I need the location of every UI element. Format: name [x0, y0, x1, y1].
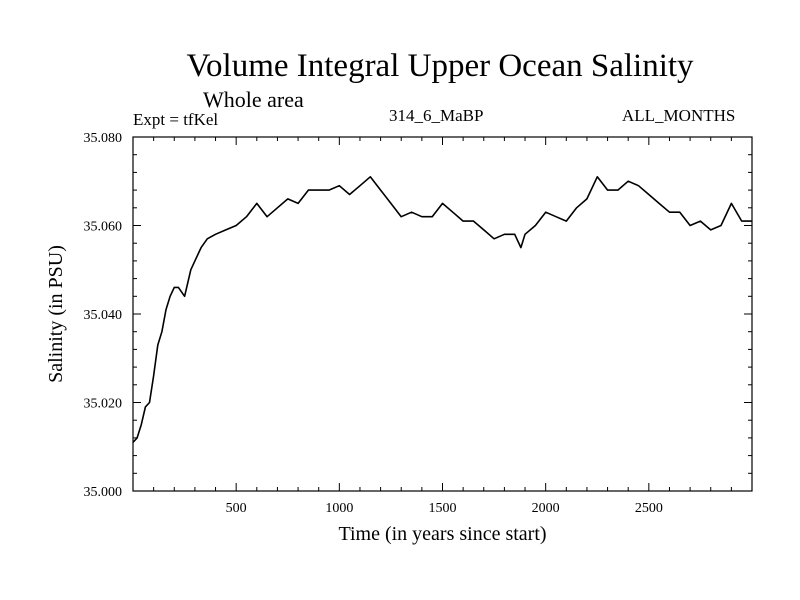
y-tick-label: 35.080 — [84, 131, 123, 146]
plot-border — [132, 136, 753, 492]
y-tick-label: 35.000 — [84, 485, 123, 500]
y-tick-label: 35.060 — [84, 220, 123, 235]
x-tick-label: 500 — [226, 501, 247, 516]
months-label: ALL_MONTHS — [622, 106, 736, 125]
run-id-label: 314_6_MaBP — [389, 106, 484, 125]
x-tick-label: 1500 — [429, 501, 457, 516]
x-tick-label: 2000 — [532, 501, 560, 516]
plot-frame — [132, 136, 753, 492]
chart-subtitle: Whole area — [203, 87, 304, 112]
y-axis-label: Salinity (in PSU) — [45, 245, 67, 383]
series-layer — [132, 176, 752, 443]
y-tick-label: 35.040 — [84, 308, 123, 323]
chart-title: Volume Integral Upper Ocean Salinity — [186, 48, 694, 84]
y-tick-label: 35.020 — [84, 397, 123, 412]
experiment-label: Expt = tfKel — [133, 110, 219, 129]
x-tick-label: 1000 — [325, 501, 353, 516]
x-axis-label: Time (in years since start) — [338, 523, 546, 545]
salinity-series-line — [132, 176, 752, 443]
x-tick-label: 2500 — [635, 501, 663, 516]
y-axis: 35.000 35.020 35.040 35.060 35.080 — [84, 131, 752, 500]
x-axis: 500 1000 1500 2000 2500 — [153, 137, 732, 516]
